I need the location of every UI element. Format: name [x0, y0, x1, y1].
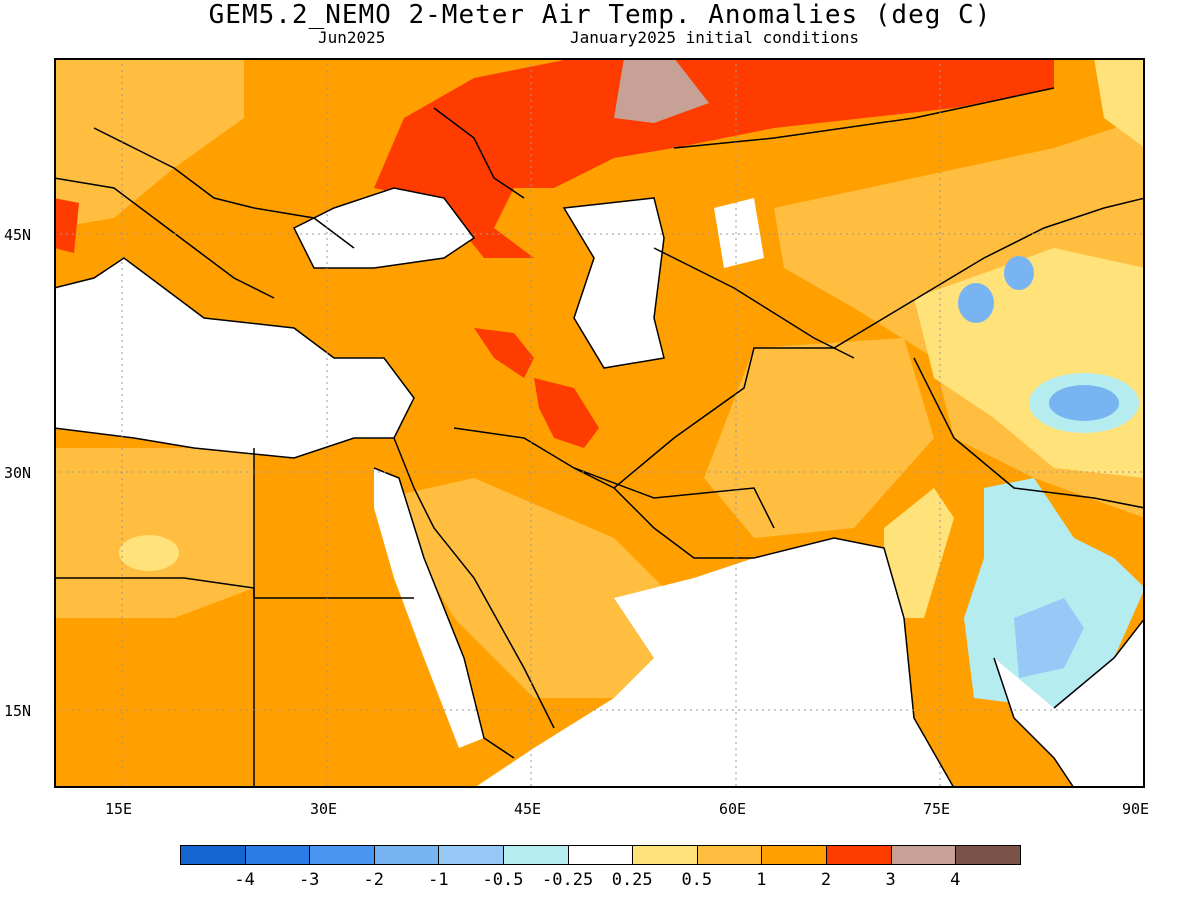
legend-label: 3 — [885, 870, 896, 890]
legend-label: 0.5 — [681, 870, 713, 890]
coastlines-and-borders — [54, 87, 1145, 788]
legend-label: 0.25 — [611, 870, 653, 890]
legend-swatch — [955, 845, 1021, 865]
legend-label: -2 — [363, 870, 385, 890]
legend-swatch — [761, 845, 827, 865]
arabian-sea — [474, 538, 954, 788]
anomaly-light-orange-zone — [54, 448, 254, 618]
legend-label: -0.5 — [482, 870, 524, 890]
legend-label: 1 — [756, 870, 767, 890]
anomaly-cool-zone — [1014, 598, 1084, 678]
anomaly-red-hotspot — [54, 198, 79, 253]
legend-label: 4 — [950, 870, 961, 890]
lon-tick-label: 30E — [310, 800, 338, 818]
lon-tick-label: 90E — [1122, 800, 1150, 818]
legend-label: -0.25 — [542, 870, 594, 890]
legend-swatch — [567, 845, 634, 865]
legend-swatch — [309, 845, 375, 865]
anomaly-yellow-zone — [119, 535, 179, 571]
mediterranean-sea — [54, 258, 414, 458]
anomaly-cool-zone — [1049, 385, 1119, 421]
red-sea — [374, 468, 484, 748]
map-title: GEM5.2_NEMO 2-Meter Air Temp. Anomalies … — [208, 0, 992, 30]
lon-tick-label: 45E — [514, 800, 542, 818]
legend-swatch — [696, 845, 763, 865]
anomaly-red-hotspot — [374, 58, 1054, 258]
map-frame — [54, 58, 1145, 788]
legend-label: -3 — [298, 870, 320, 890]
anomaly-map — [54, 58, 1145, 788]
lat-tick-label: 15N — [4, 702, 32, 720]
legend-swatch — [826, 845, 892, 865]
anomaly-cool-zone — [964, 478, 1145, 708]
lon-tick-label: 75E — [923, 800, 951, 818]
legend-swatch — [244, 845, 311, 865]
anomaly-yellow-zone — [1094, 58, 1145, 148]
legend-swatch — [890, 845, 957, 865]
central-asia-white-patch — [714, 198, 764, 268]
lat-tick-label: 30N — [4, 464, 32, 482]
legend-swatch — [180, 845, 246, 865]
caspian-sea — [564, 198, 664, 368]
lat-tick-label: 45N — [4, 226, 32, 244]
legend-swatch — [438, 845, 504, 865]
legend-label: -1 — [428, 870, 449, 890]
legend-label: 2 — [820, 870, 832, 890]
legend-swatch — [503, 845, 569, 865]
bay-of-bengal — [994, 618, 1145, 788]
black-sea — [294, 188, 474, 268]
anomaly-light-orange-zone — [704, 338, 934, 538]
anomaly-red-hotspot — [534, 378, 599, 448]
anomaly-brown-hotspot — [614, 58, 709, 123]
legend-swatch — [632, 845, 698, 865]
initial-conditions: January2025 initial conditions — [570, 28, 859, 47]
anomaly-cool-zone — [958, 283, 994, 323]
anomaly-light-orange-zone — [384, 478, 714, 698]
legend-label: -4 — [234, 870, 255, 890]
lon-tick-label: 60E — [719, 800, 747, 818]
anomaly-yellow-zone — [884, 488, 954, 618]
anomaly-red-hotspot — [474, 328, 534, 378]
legend-swatch — [373, 845, 440, 865]
graticule — [54, 58, 1145, 788]
lon-tick-label: 15E — [105, 800, 133, 818]
forecast-month: Jun2025 — [318, 28, 386, 47]
anomaly-cool-zone — [1004, 256, 1034, 290]
